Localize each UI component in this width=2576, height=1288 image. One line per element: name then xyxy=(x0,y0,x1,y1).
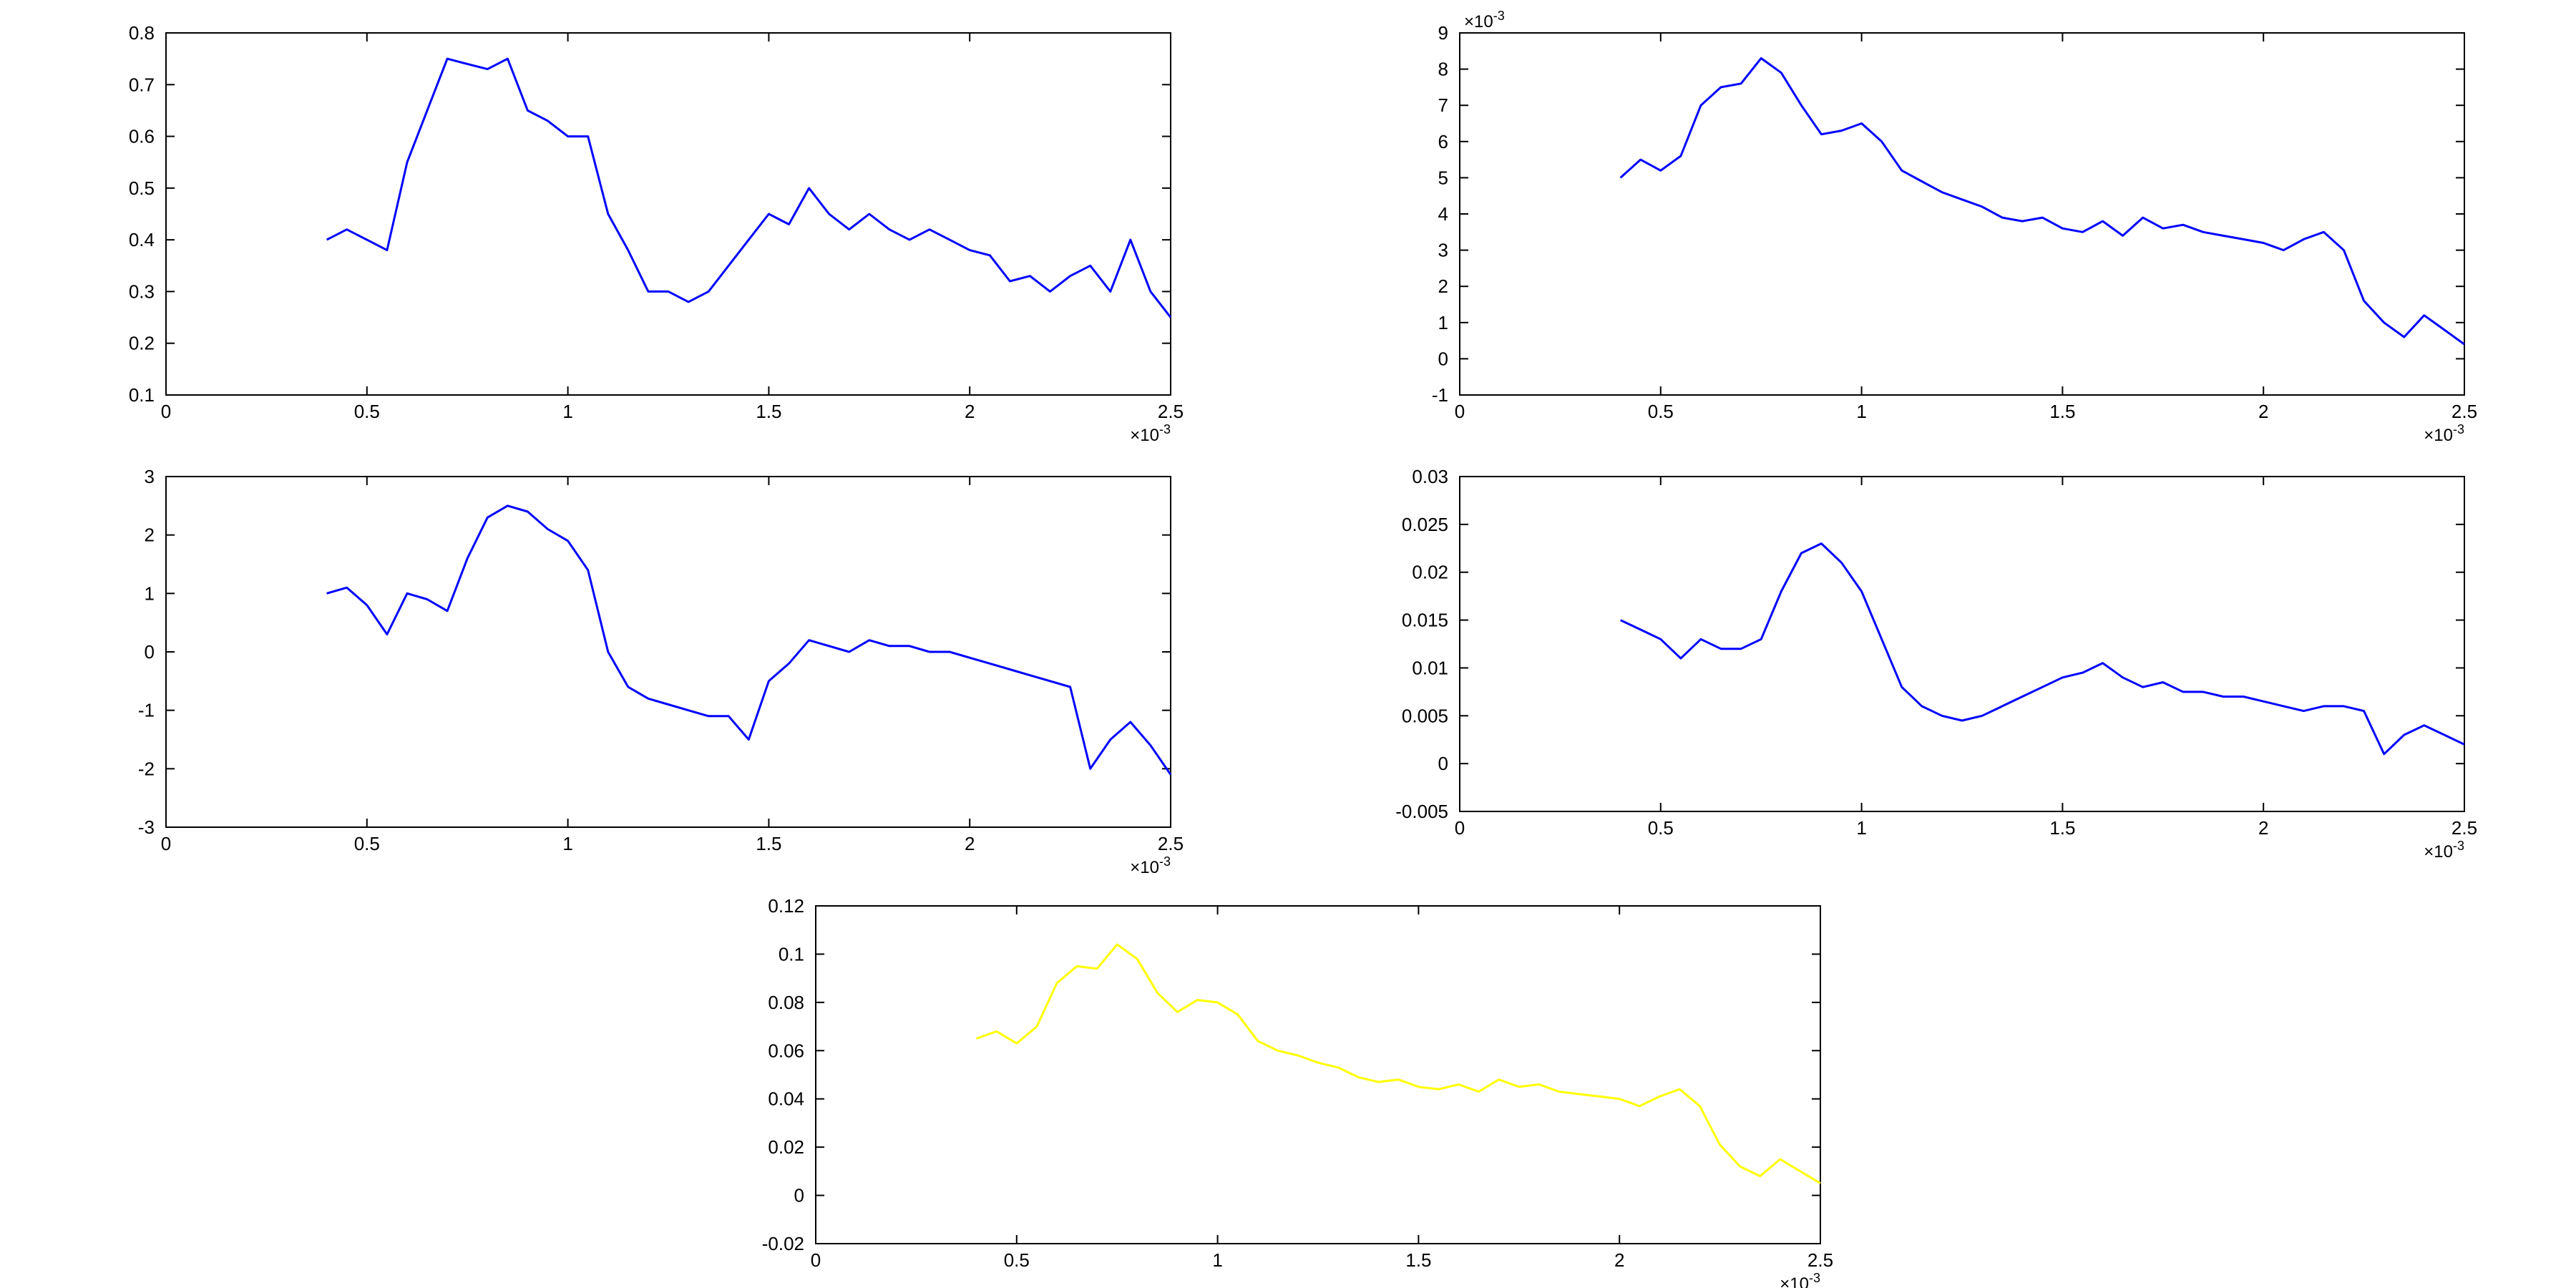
x-tick-label: 0.5 xyxy=(1648,401,1674,422)
series-line xyxy=(326,504,1172,776)
subplot-1: 0 0.5 1 1.5 2 2.5 0.1 0.2 0.3 0.4 0.5 0.6 0.7 0.8 ×10-… xyxy=(129,22,1184,445)
y-tick-label: 0.12 xyxy=(768,895,804,917)
y-tick-label: 0.3 xyxy=(129,280,155,302)
plot-area xyxy=(165,476,1171,828)
x-tick-label: 0 xyxy=(1455,401,1465,422)
y-tick-label: 0.01 xyxy=(1412,657,1448,678)
x-tick-label: 2.5 xyxy=(2451,817,2477,839)
y-tick-label: -2 xyxy=(138,758,155,779)
plot-area xyxy=(815,905,1821,1244)
x-tick-label: 1.5 xyxy=(2049,817,2075,839)
x-tick-label: 2 xyxy=(965,833,975,854)
series-line xyxy=(1619,542,2465,756)
x-tick-label: 0 xyxy=(161,833,171,854)
y-tick-label: 1 xyxy=(1438,312,1448,333)
x-exponent-label: ×10-3 xyxy=(2424,422,2464,445)
y-tick-label: -1 xyxy=(138,700,155,721)
y-exponent-label: ×10-3 xyxy=(1464,9,1505,31)
x-exponent-label: ×10-3 xyxy=(1130,422,1171,445)
series-line xyxy=(1619,57,2465,346)
y-tick-label: 0.04 xyxy=(768,1088,804,1110)
y-tick-label: 1 xyxy=(145,582,155,604)
subplot-5: 0 0.5 1 1.5 2 2.5 -0.02 0 0.02 0.04 0.06 0.08 0.1 0.1… xyxy=(762,895,1833,1288)
x-tick-label: 1.5 xyxy=(1405,1249,1431,1271)
y-tick-label: 2 xyxy=(145,525,155,546)
x-tick-label: 2 xyxy=(2258,817,2268,839)
x-tick-label: 1 xyxy=(562,833,572,854)
x-tick-label: 0 xyxy=(811,1249,821,1271)
y-tick-label: 0.02 xyxy=(1412,562,1448,583)
y-tick-label: 0 xyxy=(1438,753,1448,774)
x-tick-label: 2.5 xyxy=(1158,401,1184,422)
y-tick-label: 8 xyxy=(1438,59,1448,80)
y-tick-label: 0.02 xyxy=(768,1136,804,1158)
x-tick-label: 1.5 xyxy=(2049,401,2075,422)
x-exponent-label: ×10-3 xyxy=(1130,854,1171,877)
x-tick-label: 2 xyxy=(965,401,975,422)
series-line xyxy=(326,57,1172,318)
y-tick-label: -3 xyxy=(138,816,155,838)
x-tick-label: 2 xyxy=(1614,1249,1624,1271)
y-tick-label: 0.025 xyxy=(1402,514,1448,535)
x-tick-label: 0.5 xyxy=(354,401,380,422)
x-tick-label: 2.5 xyxy=(1158,833,1184,854)
x-tick-label: 0 xyxy=(161,401,171,422)
subplot-2: 0 0.5 1 1.5 2 2.5 -1 0 1 2 3 4 5 6 7 8 9 ×10-3 ×10-3 xyxy=(1432,9,2477,445)
y-tick-label: 3 xyxy=(1438,240,1448,261)
y-tick-label: 0.8 xyxy=(129,22,155,44)
plot-area xyxy=(1459,32,2465,396)
x-tick-label: 1 xyxy=(1856,401,1866,422)
x-tick-label: 1.5 xyxy=(756,833,781,854)
y-tick-label: 5 xyxy=(1438,167,1448,188)
x-tick-label: 0.5 xyxy=(354,833,380,854)
plot-area xyxy=(165,32,1171,396)
y-tick-label: -1 xyxy=(1432,384,1448,406)
y-tick-label: 6 xyxy=(1438,131,1448,152)
x-tick-label: 2.5 xyxy=(1807,1249,1833,1271)
x-tick-label: 2 xyxy=(2258,401,2268,422)
y-tick-label: 0.06 xyxy=(768,1040,804,1061)
y-tick-label: 7 xyxy=(1438,94,1448,116)
y-tick-label: -0.005 xyxy=(1395,801,1448,822)
y-tick-label: 0.2 xyxy=(129,333,155,354)
x-tick-label: 1 xyxy=(562,401,572,422)
y-tick-label: 9 xyxy=(1438,22,1448,44)
x-tick-label: 0 xyxy=(1455,817,1465,839)
y-tick-label: 0.015 xyxy=(1402,610,1448,631)
y-tick-label: 0 xyxy=(1438,348,1448,369)
x-tick-label: 2.5 xyxy=(2451,401,2477,422)
x-tick-label: 0.5 xyxy=(1648,817,1674,839)
x-exponent-label: ×10-3 xyxy=(1780,1271,1820,1288)
subplot-4: 0 0.5 1 1.5 2 2.5 -0.005 0 0.005 0.01 0.015 0.02 0.0… xyxy=(1395,466,2477,862)
y-tick-label: 0 xyxy=(145,641,155,663)
y-tick-label: 0.1 xyxy=(779,943,804,965)
plot-area xyxy=(1459,476,2465,812)
y-tick-label: 0.4 xyxy=(129,229,155,250)
subplot-3: 0 0.5 1 1.5 2 2.5 -3 -2 -1 0 1 2 3 ×10-3 xyxy=(138,466,1184,877)
y-tick-label: -0.02 xyxy=(762,1233,804,1254)
y-tick-label: 0 xyxy=(794,1185,804,1206)
x-tick-label: 1.5 xyxy=(756,401,781,422)
x-exponent-label: ×10-3 xyxy=(2424,839,2464,862)
y-tick-label: 4 xyxy=(1438,203,1448,225)
y-tick-label: 0.6 xyxy=(129,126,155,147)
y-tick-label: 0.5 xyxy=(129,177,155,199)
y-tick-label: 0.7 xyxy=(129,74,155,95)
y-tick-label: 0.03 xyxy=(1412,466,1448,487)
y-tick-label: 3 xyxy=(145,466,155,487)
y-tick-label: 0.1 xyxy=(129,384,155,406)
x-tick-label: 1 xyxy=(1212,1249,1222,1271)
series-line xyxy=(976,943,1821,1184)
y-tick-label: 0.08 xyxy=(768,992,804,1013)
x-tick-label: 1 xyxy=(1856,817,1866,839)
x-tick-label: 0.5 xyxy=(1004,1249,1030,1271)
y-tick-label: 0.005 xyxy=(1402,705,1448,726)
y-tick-label: 2 xyxy=(1438,275,1448,297)
